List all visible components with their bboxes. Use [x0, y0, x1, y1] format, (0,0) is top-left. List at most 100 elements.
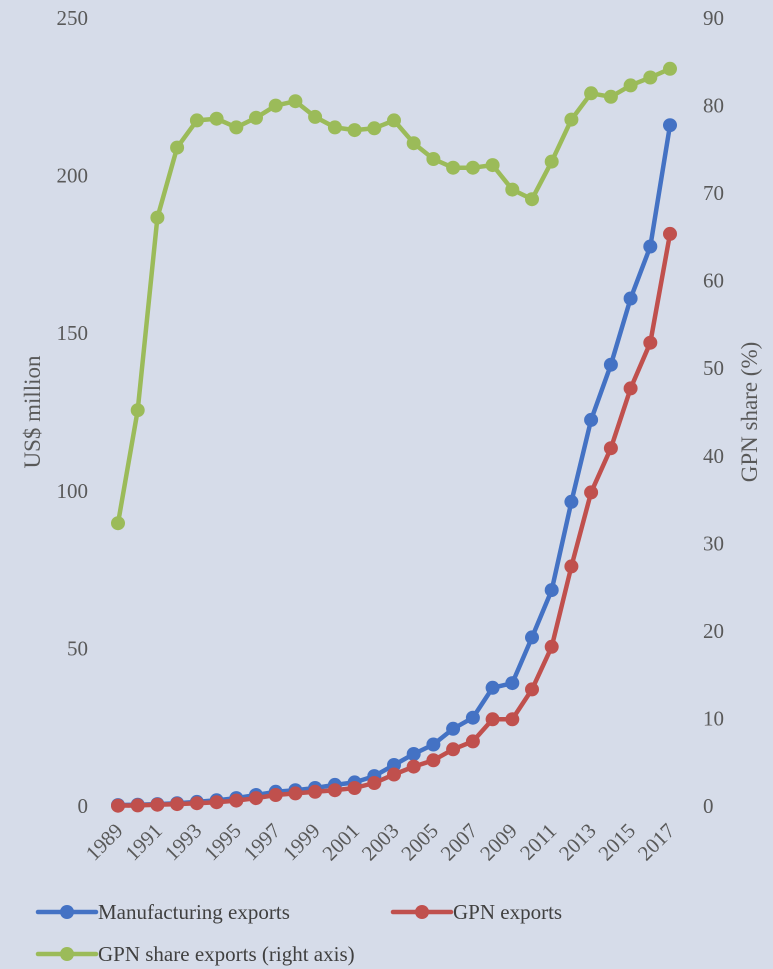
data-point	[170, 140, 185, 155]
data-point	[426, 753, 441, 768]
y-tick-label: 100	[57, 479, 89, 503]
data-point	[564, 494, 579, 509]
legend-item: GPN exports	[390, 900, 562, 924]
data-point	[446, 160, 461, 175]
x-tick-label: 2005	[396, 819, 443, 866]
data-point	[288, 786, 303, 801]
x-axis-ticks: 1989199119931995199719992001200320052007…	[81, 819, 680, 866]
x-tick-label: 2013	[554, 819, 601, 866]
x-tick-label: 2009	[475, 819, 522, 866]
legend-marker	[60, 905, 74, 919]
legend-item: Manufacturing exports	[35, 900, 290, 924]
x-tick-label: 1997	[239, 819, 286, 866]
x-tick-label: 1995	[199, 819, 246, 866]
data-point	[189, 796, 204, 811]
data-point	[564, 112, 579, 127]
data-point	[544, 639, 559, 654]
series-line	[115, 66, 673, 526]
y2-axis-title: GPN share (%)	[737, 342, 762, 483]
data-point	[406, 136, 421, 151]
x-tick-label: 2001	[317, 819, 364, 866]
legend-marker	[415, 905, 429, 919]
x-tick-label: 1999	[278, 819, 325, 866]
data-point	[505, 676, 520, 691]
series-line	[115, 122, 673, 808]
x-tick-label: 1989	[81, 819, 128, 866]
data-point	[663, 118, 677, 133]
data-point	[209, 795, 224, 810]
y2-tick-label: 60	[703, 269, 724, 293]
legend-label: GPN share exports (right axis)	[98, 942, 355, 966]
data-point	[111, 516, 125, 531]
data-point	[485, 712, 500, 727]
data-point	[663, 61, 677, 76]
data-point	[525, 682, 539, 697]
y2-tick-label: 0	[703, 794, 714, 818]
x-tick-label: 2007	[436, 819, 483, 866]
data-point	[288, 94, 303, 109]
data-point	[465, 160, 480, 175]
x-tick-label: 1993	[160, 819, 207, 866]
x-tick-label: 2003	[357, 819, 404, 866]
data-point	[663, 226, 677, 241]
series-layer	[111, 61, 677, 813]
y2-tick-label: 70	[703, 181, 724, 205]
data-point	[189, 113, 204, 128]
data-point	[150, 797, 165, 812]
y-tick-label: 0	[78, 794, 89, 818]
y2-tick-label: 20	[703, 619, 724, 643]
data-point	[406, 747, 421, 761]
data-point	[367, 776, 382, 790]
data-point	[387, 113, 401, 128]
data-point	[130, 798, 145, 813]
data-point	[603, 357, 618, 372]
data-point	[485, 680, 500, 695]
data-point	[150, 210, 165, 225]
data-point	[308, 784, 323, 799]
data-point	[643, 335, 658, 350]
y2-tick-label: 40	[703, 444, 724, 468]
data-point	[544, 154, 559, 169]
legend-marker	[60, 947, 74, 961]
data-point	[347, 781, 362, 795]
x-tick-label: 2011	[515, 819, 561, 865]
data-point	[584, 412, 599, 427]
series-2	[111, 61, 677, 531]
data-point	[426, 737, 441, 752]
legend-label: GPN exports	[453, 900, 562, 924]
legend-label: Manufacturing exports	[98, 900, 290, 924]
data-point	[485, 158, 500, 173]
data-point	[209, 111, 224, 126]
data-point	[170, 797, 185, 812]
data-point	[623, 381, 638, 396]
y2-tick-label: 10	[703, 706, 724, 730]
data-point	[130, 403, 145, 418]
data-point	[544, 583, 559, 598]
x-tick-label: 1991	[120, 819, 167, 866]
data-point	[465, 710, 480, 725]
data-point	[505, 182, 520, 197]
x-tick-label: 2017	[633, 819, 680, 866]
data-point	[347, 123, 362, 138]
data-point	[111, 798, 125, 813]
y-tick-label: 50	[67, 636, 88, 660]
data-point	[643, 70, 658, 85]
data-point	[387, 767, 401, 782]
data-point	[643, 239, 658, 254]
data-point	[603, 441, 618, 456]
data-point	[465, 734, 480, 749]
data-point	[268, 98, 283, 113]
data-point	[367, 121, 382, 136]
y-axis-ticks: 0 50 100 150 200 250	[57, 6, 89, 818]
data-point	[308, 109, 323, 124]
data-point	[249, 110, 263, 125]
series-line	[115, 231, 673, 808]
data-point	[327, 120, 342, 135]
data-point	[446, 742, 461, 757]
data-point	[406, 759, 421, 774]
data-point	[229, 793, 244, 808]
legend-item: GPN share exports (right axis)	[35, 942, 355, 966]
series-0	[111, 118, 677, 813]
legend: Manufacturing exports GPN exports GPN shar…	[35, 900, 562, 966]
